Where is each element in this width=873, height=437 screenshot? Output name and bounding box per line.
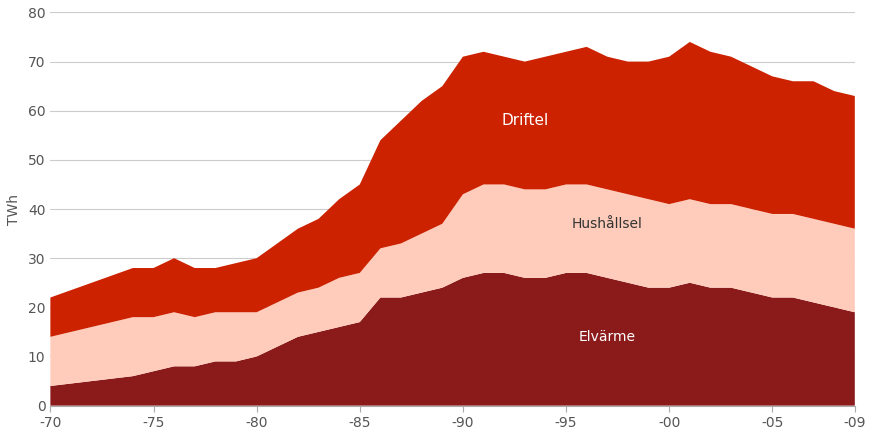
Text: Elvärme: Elvärme <box>579 330 636 344</box>
Text: Driftel: Driftel <box>501 113 548 128</box>
Text: Hushållsel: Hushållsel <box>572 217 643 231</box>
Y-axis label: TWh: TWh <box>7 194 21 225</box>
